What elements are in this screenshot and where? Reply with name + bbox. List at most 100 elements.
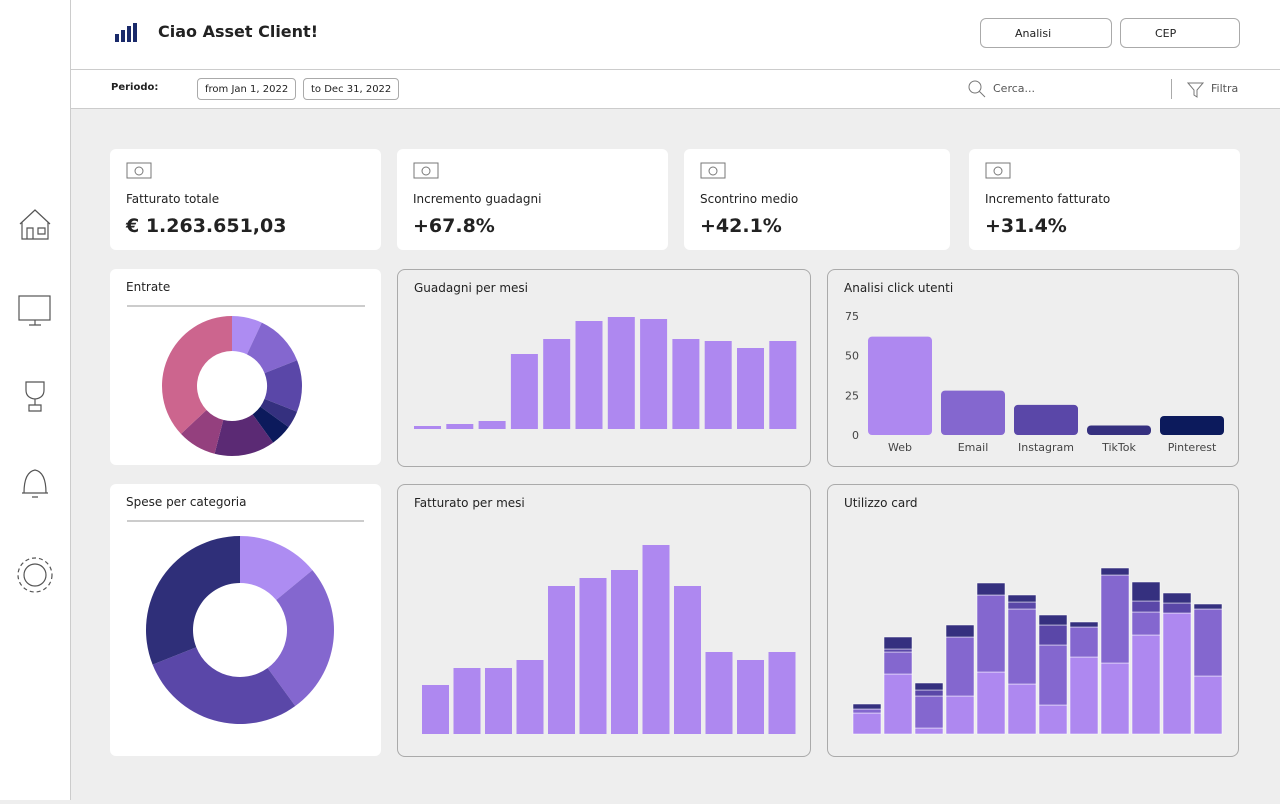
- bar-segment: [1038, 644, 1068, 706]
- donut-slice: [232, 316, 262, 355]
- bar-segment: [1069, 656, 1099, 735]
- bar-segment: [883, 636, 913, 650]
- home-icon[interactable]: [19, 209, 51, 240]
- bar-segment: [852, 712, 882, 735]
- bar-segment: [1100, 574, 1130, 664]
- bar: [1087, 425, 1151, 435]
- cep-button[interactable]: CEP: [1120, 18, 1240, 48]
- bar: [737, 348, 764, 429]
- card-title: Analisi click utenti: [844, 281, 954, 295]
- filter-icon: [1187, 82, 1205, 98]
- guadagni-card: Guadagni per mesi: [397, 269, 811, 467]
- donut-slice: [214, 414, 274, 456]
- bar: [768, 652, 796, 734]
- bar-segment: [1007, 608, 1037, 685]
- monitor-icon[interactable]: [18, 295, 51, 321]
- header: Ciao Asset Client! Analisi CEP: [71, 0, 1280, 70]
- bar: [642, 545, 670, 734]
- card-title: Entrate: [126, 280, 171, 294]
- guadagni-chart: [414, 317, 797, 429]
- sidebar: [0, 0, 71, 800]
- bar-segment: [1100, 567, 1130, 576]
- card-title: Fatturato per mesi: [414, 496, 525, 510]
- bar: [579, 578, 607, 734]
- bar: [674, 586, 701, 734]
- period-label: Periodo:: [111, 82, 159, 93]
- kpi-value: +67.8%: [413, 215, 495, 237]
- bar-segment: [1007, 683, 1037, 735]
- kpi-card: Incremento fatturato +31.4%: [969, 149, 1240, 250]
- bar: [543, 339, 571, 429]
- bar: [737, 660, 764, 734]
- kpi-card: Scontrino medio +42.1%: [684, 149, 950, 250]
- settings-icon[interactable]: [23, 563, 47, 587]
- spese-card: Spese per categoria: [110, 484, 381, 756]
- bar-segment: [1131, 600, 1161, 613]
- y-tick-label: 75: [845, 310, 859, 323]
- search-icon: [968, 80, 986, 98]
- bar-segment: [1131, 634, 1161, 735]
- x-tick-label: Instagram: [1018, 441, 1074, 454]
- bar-segment: [945, 695, 975, 735]
- bar-segment: [945, 624, 975, 638]
- kpi-label: Scontrino medio: [700, 192, 799, 206]
- bar: [575, 321, 603, 429]
- x-tick-label: Web: [888, 441, 912, 454]
- bar-segment: [1038, 624, 1068, 646]
- logo: [115, 23, 137, 42]
- donut-slice: [252, 406, 289, 443]
- search-input[interactable]: Cerca...: [993, 82, 1036, 95]
- bar-segment: [1131, 581, 1161, 602]
- bar: [607, 317, 635, 429]
- kpi-icon: [985, 162, 1011, 179]
- kpi-value: € 1.263.651,03: [126, 215, 287, 237]
- bar-segment: [976, 594, 1006, 673]
- donut-slice: [267, 570, 334, 707]
- bar-segment: [1007, 594, 1037, 603]
- from-date[interactable]: from Jan 1, 2022: [197, 78, 297, 100]
- bar-segment: [1100, 662, 1130, 735]
- bar: [414, 426, 441, 429]
- card-title: Spese per categoria: [126, 495, 247, 509]
- trophy-icon[interactable]: [25, 381, 45, 412]
- kpi-value: +31.4%: [985, 215, 1067, 237]
- fatturato-card: Fatturato per mesi: [397, 484, 811, 757]
- donut-slice: [152, 647, 296, 724]
- filter-button[interactable]: Filtra: [1211, 82, 1239, 95]
- y-tick-label: 0: [852, 429, 859, 442]
- bar: [705, 652, 733, 734]
- click-card: Analisi click utenti 0 25 50 75 Web Email Insta…: [827, 269, 1239, 467]
- kpi-label: Fatturato totale: [126, 192, 220, 206]
- bar-segment: [1162, 612, 1192, 735]
- greeting: Ciao Asset Client!: [158, 22, 318, 41]
- donut-slice: [180, 409, 224, 454]
- bar: [868, 336, 932, 435]
- to-date[interactable]: to Dec 31, 2022: [303, 78, 400, 100]
- donut-slice: [145, 536, 240, 665]
- bar: [1014, 404, 1078, 435]
- kpi-icon: [413, 162, 439, 179]
- entrate-card: Entrate: [110, 269, 381, 465]
- y-tick-label: 25: [845, 389, 859, 402]
- bar-segment: [1162, 602, 1192, 614]
- bar: [704, 341, 732, 429]
- divider: [1171, 79, 1172, 99]
- click-chart: 0 25 50 75 Web Email Instagram TikTok Pinterest: [845, 310, 1224, 454]
- analisi-button[interactable]: Analisi: [980, 18, 1112, 48]
- bar-segment: [852, 703, 882, 710]
- bar: [941, 390, 1005, 435]
- donut-slice: [162, 316, 232, 434]
- bar: [422, 685, 449, 734]
- bar: [516, 660, 544, 734]
- card-title: Utilizzo card: [844, 496, 918, 510]
- bar-segment: [1007, 601, 1037, 610]
- bell-icon[interactable]: [22, 469, 48, 498]
- bar: [478, 421, 506, 429]
- bar: [485, 668, 512, 734]
- bar-segment: [914, 689, 944, 697]
- bar: [510, 354, 538, 429]
- x-tick-label: Pinterest: [1168, 441, 1217, 454]
- bar-segment: [914, 727, 944, 735]
- card-usage-card: Utilizzo card: [827, 484, 1239, 757]
- bar: [611, 570, 638, 734]
